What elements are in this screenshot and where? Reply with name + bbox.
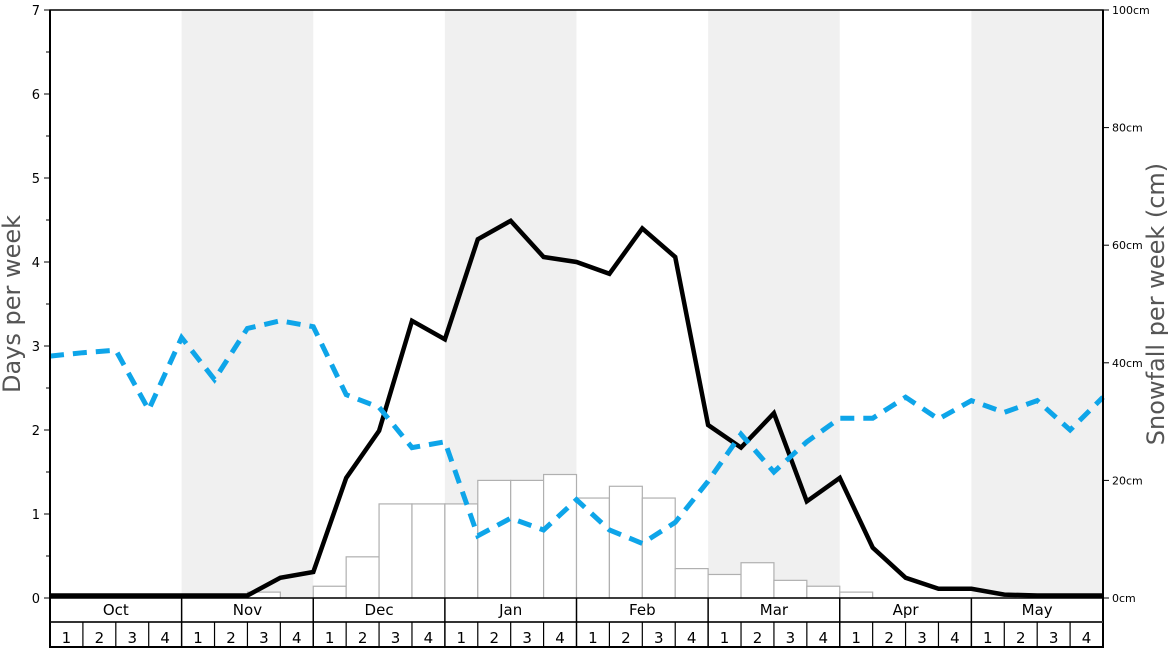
month-shade-nov (181, 10, 314, 598)
left-tick-label: 6 (32, 88, 40, 103)
week-label: 2 (95, 629, 105, 647)
week-label: 3 (654, 629, 664, 647)
month-shade-mar (708, 10, 840, 598)
snowfall-bar (378, 503, 413, 599)
week-label: 2 (489, 629, 499, 647)
week-label: 3 (259, 629, 269, 647)
month-label-apr: Apr (893, 601, 920, 619)
left-tick-label: 5 (32, 172, 40, 187)
week-label: 3 (917, 629, 927, 647)
week-label: 1 (983, 629, 993, 647)
left-tick-label: 1 (32, 508, 40, 523)
week-label: 3 (522, 629, 532, 647)
week-label: 4 (292, 629, 302, 647)
month-shade-may (971, 10, 1103, 598)
right-tick-label: 100cm (1112, 4, 1150, 17)
snowfall-bar (411, 503, 446, 599)
snowfall-bar (345, 556, 380, 599)
y-axis-left-label: Days per week (0, 215, 26, 393)
week-label: 1 (193, 629, 203, 647)
snowfall-bar (542, 473, 578, 599)
snowfall-bar (740, 562, 775, 599)
week-label: 1 (851, 629, 861, 647)
snowfall-bar (641, 497, 676, 599)
week-label: 4 (950, 629, 960, 647)
week-label: 1 (588, 629, 598, 647)
x-axis-calendar: Oct 1 2 3 4 Nov 1 2 3 4 Dec 1 2 3 4 Jan 1 2 3 4 Feb 1 2 3 4 Mar 1 2… (49, 598, 1103, 648)
left-tick-label: 3 (32, 340, 40, 355)
month-label-dec: Dec (365, 601, 394, 619)
week-label: 4 (424, 629, 434, 647)
month-label-may: May (1022, 601, 1053, 619)
week-label: 3 (127, 629, 137, 647)
week-label: 3 (391, 629, 401, 647)
y-axis-right-label: Snowfall per week (cm) (1142, 163, 1168, 445)
week-label: 2 (884, 629, 894, 647)
week-label: 1 (62, 629, 72, 647)
week-label: 2 (753, 629, 763, 647)
week-label: 4 (687, 629, 697, 647)
dashed-series-line (49, 318, 1105, 547)
solid-series-line (50, 217, 1103, 598)
month-label-mar: Mar (760, 601, 789, 619)
week-label: 2 (621, 629, 631, 647)
month-label-oct: Oct (103, 601, 129, 619)
left-tick-label: 2 (32, 424, 40, 439)
week-label: 3 (1049, 629, 1059, 647)
right-tick-label: 20cm (1112, 474, 1143, 487)
month-label-nov: Nov (233, 601, 262, 619)
left-tick-label: 4 (32, 256, 40, 271)
week-label: 3 (786, 629, 796, 647)
left-tick-label: 7 (32, 4, 40, 19)
snowfall-bar (806, 585, 841, 599)
month-shading (181, 10, 1103, 598)
left-tick-label: 0 (32, 592, 40, 607)
snowfall-bar (707, 573, 742, 599)
week-label: 1 (457, 629, 467, 647)
week-label: 4 (819, 629, 829, 647)
week-label: 2 (358, 629, 368, 647)
right-tick-label: 0cm (1112, 592, 1136, 605)
week-label: 1 (325, 629, 335, 647)
snowfall-bar (773, 579, 808, 599)
snowfall-bar (839, 591, 874, 599)
week-label: 4 (160, 629, 170, 647)
month-label-feb: Feb (629, 601, 656, 619)
week-label: 1 (720, 629, 730, 647)
week-label: 2 (1016, 629, 1026, 647)
series-lines (49, 217, 1105, 598)
snowfall-bar (312, 585, 347, 599)
right-tick-label: 60cm (1112, 239, 1143, 252)
week-label: 4 (555, 629, 565, 647)
right-tick-label: 40cm (1112, 357, 1143, 370)
week-label: 4 (1082, 629, 1092, 647)
snowfall-bar (510, 479, 545, 599)
right-tick-label: 80cm (1112, 122, 1143, 135)
month-label-jan: Jan (498, 601, 522, 619)
week-label: 2 (226, 629, 236, 647)
snowfall-bar (674, 567, 709, 599)
snowfall-bar (477, 479, 512, 599)
